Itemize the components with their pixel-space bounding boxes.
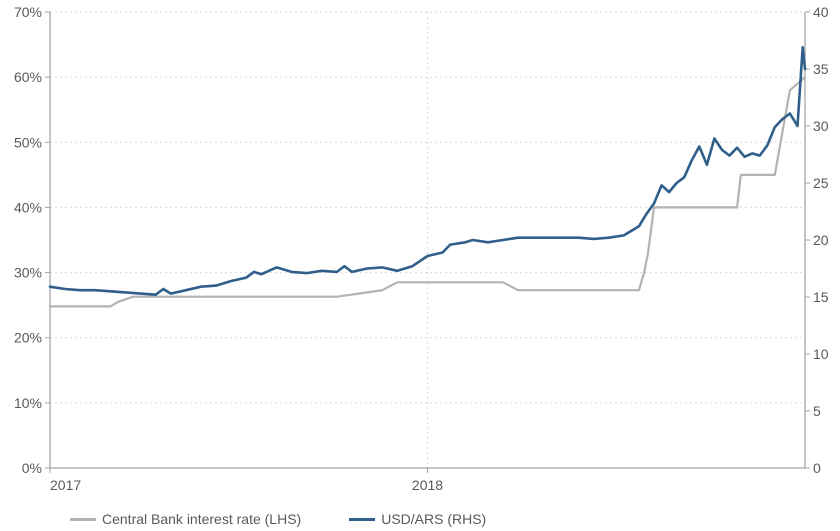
chart-svg: 0% 10% 20% 30% 40% 50% 60% 70% 0 5 10 15 20 25 30 35 40 2…	[0, 0, 840, 531]
svg-text:2018: 2018	[412, 477, 443, 493]
svg-text:70%: 70%	[14, 4, 42, 20]
svg-text:40%: 40%	[14, 199, 42, 215]
svg-text:0: 0	[813, 460, 821, 476]
svg-text:20%: 20%	[14, 330, 42, 346]
legend-label-usd: USD/ARS (RHS)	[381, 511, 486, 527]
svg-text:25: 25	[813, 175, 829, 191]
svg-text:5: 5	[813, 403, 821, 419]
legend-label-rate: Central Bank interest rate (LHS)	[102, 511, 301, 527]
svg-text:10%: 10%	[14, 395, 42, 411]
svg-text:0%: 0%	[22, 460, 42, 476]
legend-swatch-usd	[349, 518, 375, 521]
legend: Central Bank interest rate (LHS) USD/ARS…	[70, 511, 486, 527]
legend-item-usd: USD/ARS (RHS)	[349, 511, 486, 527]
svg-text:30: 30	[813, 118, 829, 134]
svg-text:60%: 60%	[14, 69, 42, 85]
legend-swatch-rate	[70, 518, 96, 521]
svg-text:10: 10	[813, 346, 829, 362]
svg-text:35: 35	[813, 61, 829, 77]
svg-text:30%: 30%	[14, 265, 42, 281]
svg-text:2017: 2017	[50, 477, 81, 493]
svg-text:20: 20	[813, 232, 829, 248]
svg-text:15: 15	[813, 289, 829, 305]
chart-container: 0% 10% 20% 30% 40% 50% 60% 70% 0 5 10 15 20 25 30 35 40 2…	[0, 0, 840, 531]
legend-item-rate: Central Bank interest rate (LHS)	[70, 511, 301, 527]
svg-text:50%: 50%	[14, 134, 42, 150]
svg-text:40: 40	[813, 4, 829, 20]
